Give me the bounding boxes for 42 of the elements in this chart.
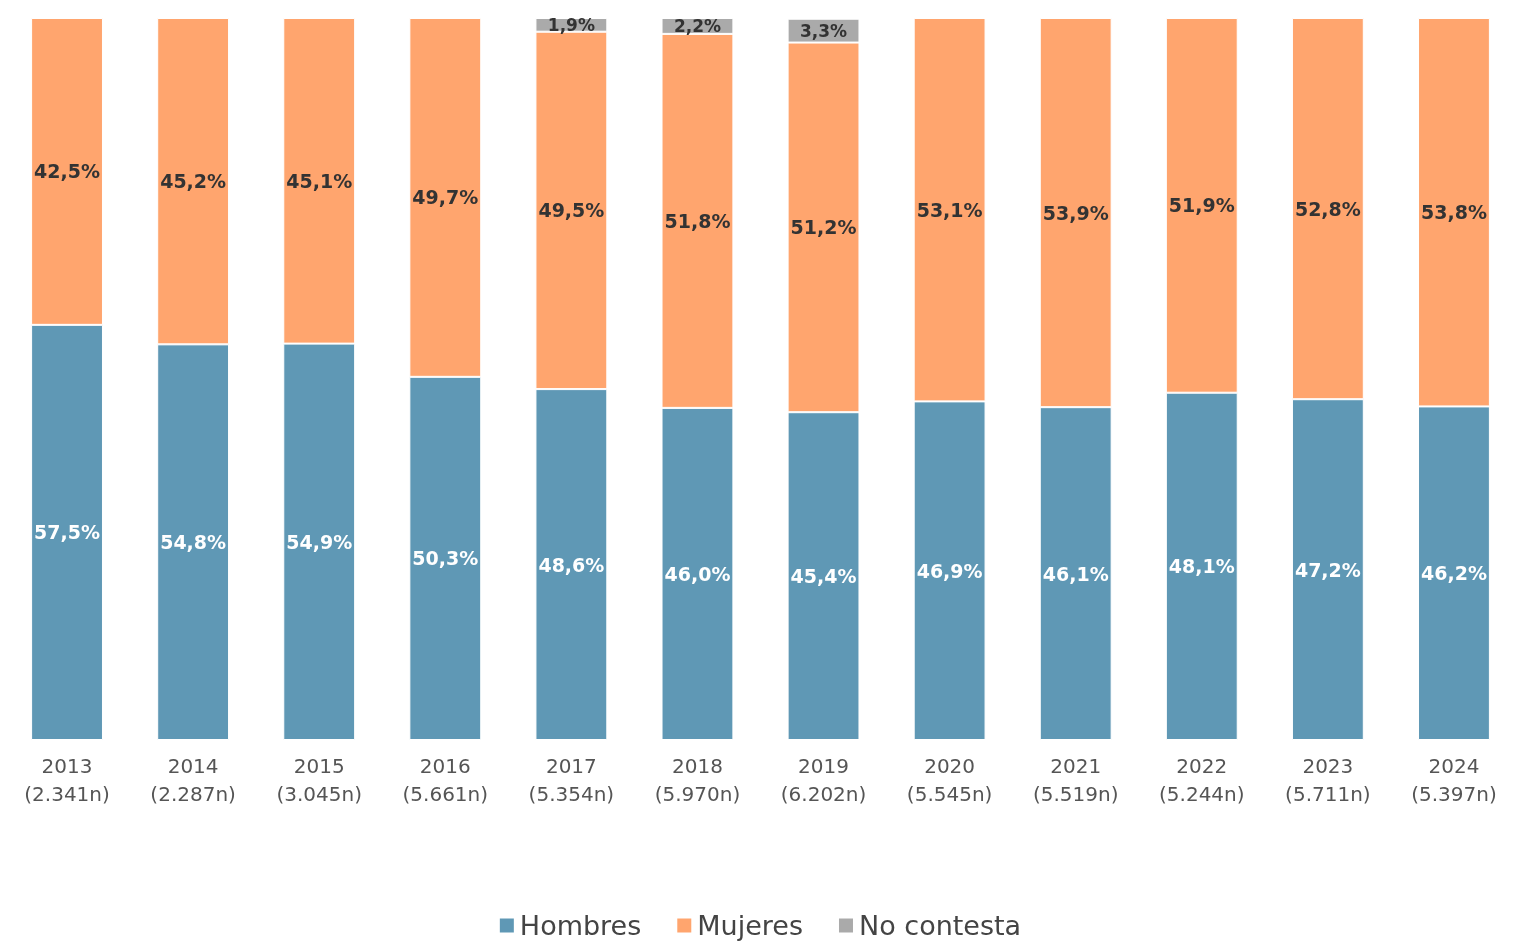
x-tick-label: 2013 (2.341n) <box>24 754 110 806</box>
x-tick-label: 2019 (6.202n) <box>780 754 867 806</box>
x-tick-label: 2014 (2.287n) <box>150 754 236 806</box>
data-label: 46,2% <box>1421 562 1487 585</box>
data-label: 45,2% <box>160 170 227 193</box>
data-label: 54,9% <box>286 530 353 553</box>
data-label: 51,2% <box>790 216 857 239</box>
data-label: 48,6% <box>538 553 605 576</box>
data-label: 51,9% <box>1168 194 1235 217</box>
legend-label: Hombres <box>519 910 642 941</box>
x-tick-label: 2024 (5.397n) <box>1411 754 1497 806</box>
data-label: 57,5% <box>34 521 100 544</box>
data-label: 42,5% <box>34 160 100 183</box>
data-label: 54,8% <box>160 531 227 554</box>
data-label: 50,3% <box>412 547 479 570</box>
data-label: 51,8% <box>664 209 731 232</box>
data-label: 53,8% <box>1421 201 1487 224</box>
legend-label: Mujeres <box>697 910 803 941</box>
data-label: 53,1% <box>916 198 983 221</box>
data-label: 45,1% <box>286 169 353 192</box>
data-label: 46,9% <box>916 559 983 582</box>
x-tick-label: 2023 (5.711n) <box>1285 754 1371 806</box>
data-label: 46,1% <box>1042 562 1109 585</box>
data-label: 53,9% <box>1042 201 1109 224</box>
data-label: 49,7% <box>412 186 479 209</box>
data-label: 47,2% <box>1294 558 1361 581</box>
x-tick-label: 2015 (3.045n) <box>276 754 362 806</box>
x-tick-label: 2018 (5.970n) <box>654 754 741 806</box>
x-tick-label: 2022 (5.244n) <box>1159 754 1245 806</box>
data-label: 48,1% <box>1168 555 1235 578</box>
data-label: 2,2% <box>673 15 722 36</box>
data-label: 49,5% <box>538 199 605 222</box>
x-tick-label: 2017 (5.354n) <box>528 754 615 806</box>
legend-label: No contesta <box>858 910 1022 941</box>
data-label: 1,9% <box>547 14 595 35</box>
data-label: 52,8% <box>1294 197 1361 220</box>
x-tick-label: 2020 (5.545n) <box>906 754 993 806</box>
data-label: 45,4% <box>790 565 857 588</box>
x-tick-label: 2016 (5.661n) <box>402 754 489 806</box>
data-label: 3,3% <box>799 20 848 41</box>
data-label: 46,0% <box>664 562 731 585</box>
x-tick-label: 2021 (5.519n) <box>1032 754 1119 806</box>
